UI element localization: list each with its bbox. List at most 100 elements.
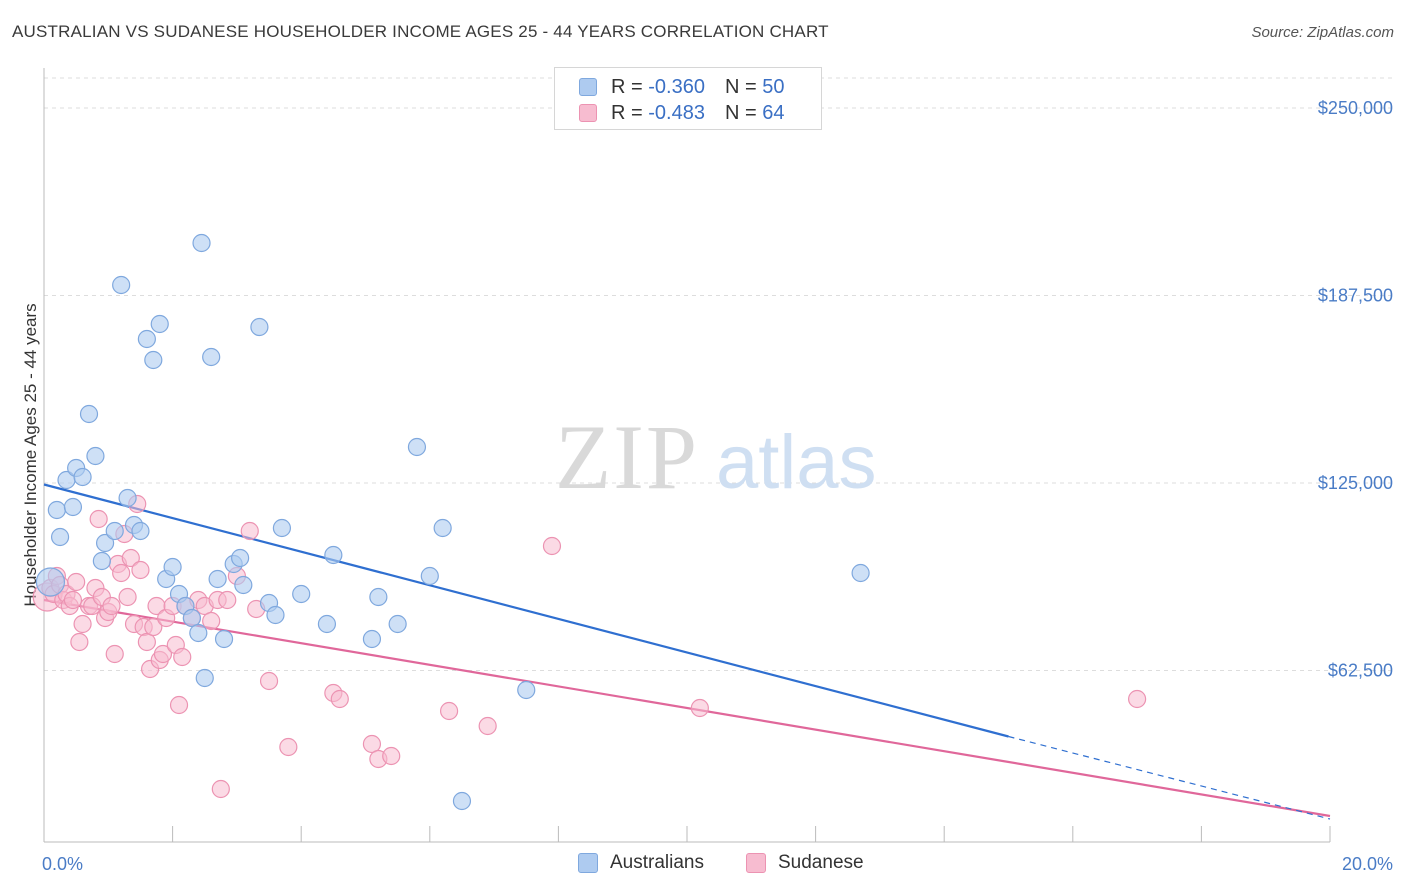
legend-n-label: N = (724, 75, 763, 98)
australians-point (292, 584, 311, 604)
australians-trend-line (43, 483, 1009, 738)
sudanese-points (32, 494, 1147, 799)
australians-point (250, 317, 269, 337)
australians-point (86, 446, 105, 466)
australians-point (517, 680, 536, 700)
australians-point (266, 605, 285, 625)
x-tick-label: 20.0% (1342, 854, 1393, 874)
sudanese-point (382, 746, 401, 766)
legend-r-label: R = (611, 75, 649, 98)
australians-point (50, 527, 70, 547)
y-tick-label: $125,000 (1318, 473, 1393, 493)
australians-point (137, 329, 156, 349)
watermark-atlas: atlas (716, 420, 877, 505)
sudanese-point (173, 647, 192, 667)
y-tick-label: $62,500 (1328, 661, 1393, 681)
source-label: Source: ZipAtlas.com (1251, 24, 1394, 41)
sudanese-point (690, 698, 709, 718)
sudanese-point (105, 644, 124, 664)
axes (43, 68, 1331, 843)
australians-point (92, 551, 111, 571)
australians-point (163, 557, 182, 577)
trend-lines (43, 483, 1331, 820)
australians-point (324, 545, 343, 565)
sudanese-point (73, 614, 92, 634)
y-tick-label: $250,000 (1318, 98, 1393, 118)
sudanese-point (63, 590, 83, 610)
sudanese-swatch (579, 104, 597, 122)
sudanese-point (259, 671, 279, 691)
legend-r-value: -0.483 (648, 101, 705, 124)
australians-swatch (579, 78, 597, 96)
sudanese-point (478, 716, 497, 736)
australians-point (35, 567, 66, 597)
australians-point (208, 569, 227, 589)
australians-swatch (578, 853, 598, 873)
australians-point (433, 518, 452, 538)
australians-point (79, 404, 99, 424)
sudanese-trend-line (43, 598, 1331, 818)
sudanese-point (439, 701, 459, 721)
australians-point (150, 314, 169, 334)
legend-n-value: 50 (762, 75, 785, 98)
y-axis-label: Householder Income Ages 25 - 44 years (21, 303, 40, 606)
legend-r-label: R = (611, 101, 649, 124)
australians-point (47, 500, 66, 520)
sudanese-point (121, 548, 140, 568)
australians-point (131, 521, 150, 541)
legend-item-sudanese: Sudanese (746, 852, 864, 874)
australians-point (73, 467, 92, 487)
sudanese-point (153, 644, 173, 664)
y-tick-label: $187,500 (1318, 286, 1393, 306)
sudanese-point (89, 509, 108, 529)
series-legend: Australians Sudanese (578, 852, 906, 874)
sudanese-swatch (746, 853, 766, 873)
australians-point (362, 629, 382, 649)
watermark: ZIP atlas (555, 406, 877, 508)
australians-point (272, 518, 292, 538)
sudanese-point (362, 734, 382, 754)
australians-point (234, 575, 253, 595)
australians-point (452, 791, 472, 811)
sudanese-point (144, 617, 163, 637)
legend-row-australians: R = -0.360 N = 50 (579, 75, 784, 99)
legend-n-value: 64 (762, 101, 785, 124)
tick-labels: $62,500 $125,000 $187,500 $250,000 0.0% 20.0% (42, 98, 1393, 874)
sudanese-point (542, 536, 562, 556)
australians-point (118, 488, 137, 508)
legend-n-label: N = (724, 101, 763, 124)
sudanese-label: Sudanese (778, 852, 864, 873)
sudanese-point (1127, 689, 1147, 709)
sudanese-point (202, 611, 221, 631)
sudanese-point (240, 521, 259, 541)
australians-point (202, 347, 221, 367)
australians-point (63, 497, 83, 517)
legend-item-australians: Australians (578, 852, 704, 874)
australians-trend-extension (1008, 735, 1331, 820)
australians-point (388, 614, 407, 634)
legend-row-sudanese: R = -0.483 N = 64 (579, 101, 784, 125)
australians-point (407, 437, 427, 457)
australians-point (182, 608, 201, 628)
sudanese-point (279, 737, 298, 757)
sudanese-point (330, 689, 349, 709)
sudanese-point (118, 587, 137, 607)
australians-point (420, 566, 439, 586)
australians-points (35, 233, 870, 811)
australians-point (112, 275, 131, 295)
australians-point (214, 629, 234, 649)
sudanese-point (102, 596, 121, 616)
sudanese-point (112, 563, 131, 583)
chart-title: AUSTRALIAN VS SUDANESE HOUSEHOLDER INCOM… (12, 22, 829, 41)
sudanese-point (218, 590, 237, 610)
australians-point (317, 614, 337, 634)
australians-point (192, 233, 211, 253)
australians-label: Australians (610, 852, 704, 873)
australians-point (189, 623, 208, 643)
australians-point (195, 668, 214, 688)
sudanese-point (137, 632, 156, 652)
sudanese-point (169, 695, 189, 715)
legend-r-value: -0.360 (648, 75, 705, 98)
australians-point (851, 563, 870, 583)
